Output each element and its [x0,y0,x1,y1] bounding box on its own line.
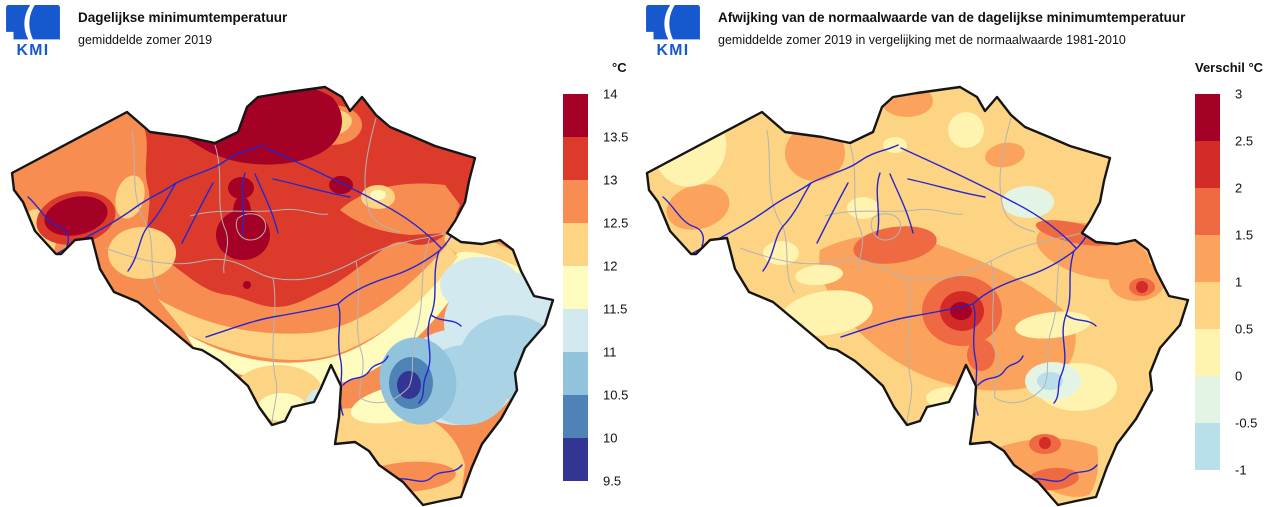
anomaly-region-fills [647,87,1188,505]
panel-temperature: KMI Dagelijkse minimumtemperatuur gemidd… [6,5,629,507]
legend-tick-label: 10.5 [603,387,629,403]
map-title: Afwijking van de normaalwaarde van de da… [718,10,1186,25]
legend-color-block [1195,141,1220,188]
legend-tick-label: 13 [603,172,618,188]
legend-tick-label: 0 [1235,368,1243,384]
legend-tick-label: 10 [603,430,618,446]
legend-color-block [563,180,588,223]
kmi-logo-text: KMI [656,42,689,57]
legend-color-block [1195,329,1220,376]
legend-color-block [563,266,588,309]
legend-color-block [1195,282,1220,329]
legend-color-block [1195,188,1220,235]
legend-tick-label: 12 [603,258,618,274]
legend-tick-label: 1.5 [1235,227,1254,243]
legend-color-block [563,223,588,266]
legend-tick-label: -0.5 [1235,415,1258,431]
legend-title: °C [612,60,627,75]
legend-tick-label: 0.5 [1235,321,1254,337]
temperature-region-fills [12,87,553,505]
legend-tick-label: -1 [1235,462,1247,478]
panel-anomaly: KMI Afwijking van de normaalwaarde van d… [640,0,1280,507]
legend-tick-label: 11 [603,344,617,360]
legend-tick-label: 2 [1235,180,1243,196]
legend-tick-label: 2.5 [1235,133,1254,149]
map-title: Dagelijkse minimumtemperatuur [78,10,288,25]
temperature-map [10,85,555,507]
map-subtitle: gemiddelde zomer 2019 in vergelijking me… [718,33,1126,47]
legend-color-block [1195,94,1220,141]
legend-color-block [563,94,588,137]
legend-tick-label: 14 [603,86,618,102]
legend-tick-label: 11.5 [603,301,628,317]
legend-color-block [563,309,588,352]
legend-color-block [563,438,588,481]
legend-title: Verschil °C [1195,60,1264,75]
legend-color-block [563,137,588,180]
legend-color-block [563,395,588,438]
legend-tick-label: 12.5 [603,215,629,231]
kmi-logo-text: KMI [16,42,49,57]
legend-tick-label: 3 [1235,86,1243,102]
legend-color-block [1195,235,1220,282]
map-subtitle: gemiddelde zomer 2019 [78,33,213,47]
legend-color-block [1195,423,1220,470]
legend-tick-label: 1 [1235,274,1243,290]
legend-tick-label: 13.5 [603,129,629,145]
kmi-logo: KMI [6,5,60,57]
legend-color-block [563,352,588,395]
legend-tick-label: 9.5 [603,473,622,489]
kmi-logo: KMI [646,5,700,57]
anomaly-map [645,85,1190,507]
legend-color-block [1195,376,1220,423]
